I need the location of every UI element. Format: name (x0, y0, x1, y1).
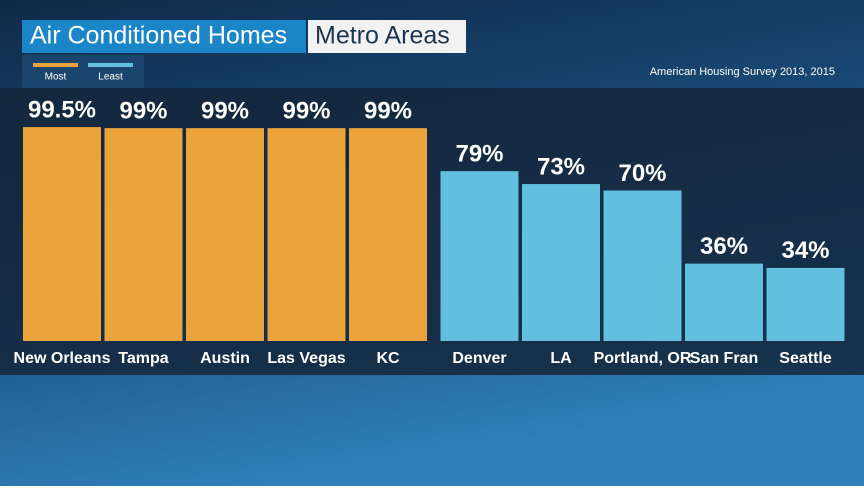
bar (104, 128, 183, 341)
x-tick-label: Las Vegas (267, 350, 345, 367)
legend-box (22, 55, 144, 88)
value-label: 99% (282, 97, 330, 124)
chart-subtitle: Metro Areas (315, 22, 450, 50)
legend-swatch (33, 63, 78, 67)
value-label: 99% (119, 97, 167, 124)
value-label: 99% (364, 97, 412, 124)
bar (685, 263, 763, 341)
bar (440, 171, 519, 341)
x-tick-label: San Fran (690, 350, 758, 367)
x-tick-label: KC (376, 350, 400, 367)
value-label: 34% (781, 237, 829, 264)
x-tick-label: New Orleans (14, 350, 111, 367)
legend-label: Most (45, 72, 67, 83)
value-label: 99.5% (28, 96, 96, 123)
value-label: 79% (455, 140, 503, 167)
x-tick-label: LA (550, 350, 572, 367)
legend-swatch (88, 63, 133, 67)
x-tick-label: Denver (452, 350, 506, 367)
value-label: 36% (700, 233, 748, 260)
bar (522, 184, 600, 341)
bar (186, 128, 264, 341)
value-label: 73% (537, 153, 585, 180)
x-tick-label: Portland, OR (594, 350, 692, 367)
bar (23, 127, 101, 341)
legend-label: Least (98, 72, 123, 83)
bar (267, 128, 346, 341)
x-tick-label: Austin (200, 350, 250, 367)
title-box (22, 20, 306, 53)
bar (349, 128, 427, 341)
value-label: 99% (201, 97, 249, 124)
value-label: 70% (618, 160, 666, 187)
x-tick-label: Tampa (118, 350, 168, 367)
source: American Housing Survey 2013, 2015 (650, 66, 835, 78)
subtitle-box (308, 20, 466, 53)
bar (603, 190, 682, 341)
bar (766, 267, 845, 341)
x-tick-label: Seattle (779, 350, 832, 367)
chart-title: Air Conditioned Homes (30, 22, 287, 50)
